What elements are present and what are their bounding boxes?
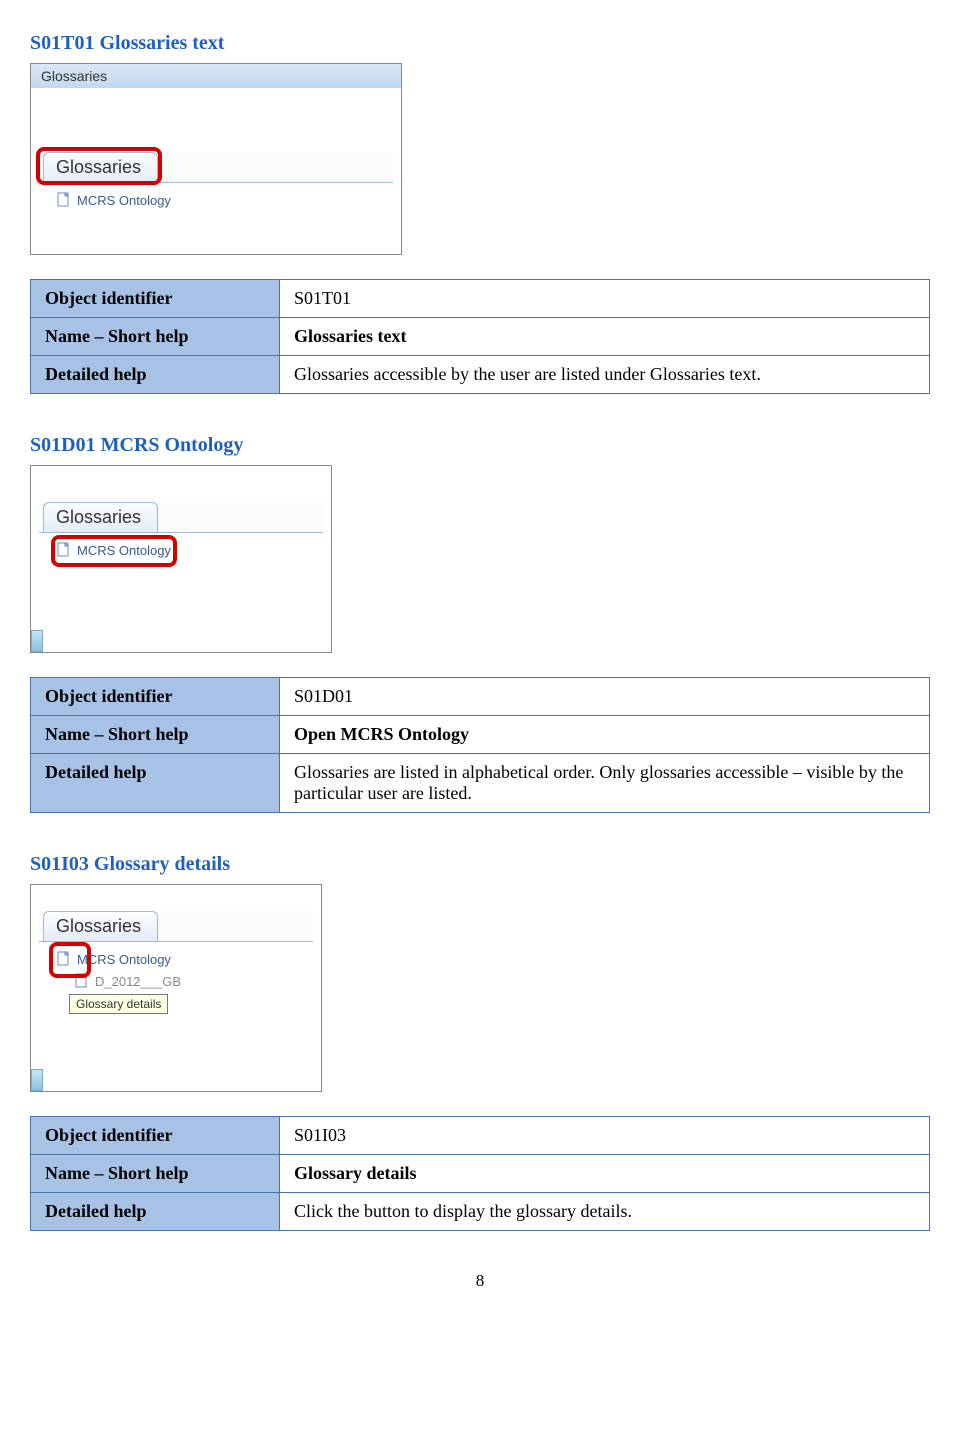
row-value: Open MCRS Ontology (280, 716, 930, 754)
info-table-1: Object identifier S01T01 Name – Short he… (30, 279, 930, 394)
tree-item-label: MCRS Ontology (77, 952, 171, 967)
page-number: 8 (30, 1271, 930, 1291)
row-label: Name – Short help (31, 1155, 280, 1193)
screenshot-3: Glossaries MCRS Ontology D_2012___GB Glo… (30, 884, 322, 1092)
tree-item[interactable]: MCRS Ontology (57, 948, 313, 970)
page-icon (57, 192, 71, 208)
info-table-2: Object identifier S01D01 Name – Short he… (30, 677, 930, 813)
screenshot-2: Glossaries MCRS Ontology (30, 465, 332, 653)
row-label: Object identifier (31, 280, 280, 318)
row-label: Detailed help (31, 356, 280, 394)
tab-label: Glossaries (56, 507, 141, 528)
row-label: Detailed help (31, 754, 280, 813)
screenshot-1: Glossaries Glossaries MCRS Ontology (30, 63, 402, 255)
info-table-3: Object identifier S01I03 Name – Short he… (30, 1116, 930, 1231)
row-label: Name – Short help (31, 318, 280, 356)
row-value: Glossaries accessible by the user are li… (280, 356, 930, 394)
glossaries-tab[interactable]: Glossaries (43, 152, 158, 182)
section-heading-3: S01I03 Glossary details (30, 853, 930, 876)
window-titlebar: Glossaries (31, 64, 401, 88)
tree-item-label: MCRS Ontology (77, 543, 171, 558)
row-value: S01I03 (280, 1117, 930, 1155)
section-heading-2: S01D01 MCRS Ontology (30, 434, 930, 457)
left-accent-bar (31, 630, 43, 652)
tree-item[interactable]: MCRS Ontology (57, 189, 393, 211)
tooltip: Glossary details (69, 994, 168, 1014)
section-heading-1: S01T01 Glossaries text (30, 32, 930, 55)
row-value: Glossaries text (280, 318, 930, 356)
row-value: S01D01 (280, 678, 930, 716)
tab-label: Glossaries (56, 916, 141, 937)
row-value: Glossaries are listed in alphabetical or… (280, 754, 930, 813)
tree-item-sub[interactable]: D_2012___GB (75, 970, 313, 992)
row-label: Name – Short help (31, 716, 280, 754)
row-value: Click the button to display the glossary… (280, 1193, 930, 1231)
page-icon (57, 542, 71, 558)
left-accent-bar (31, 1069, 43, 1091)
tree-item-label: MCRS Ontology (77, 193, 171, 208)
glossaries-tab[interactable]: Glossaries (43, 911, 158, 941)
page-icon (75, 973, 89, 989)
page-icon (57, 951, 71, 967)
row-label: Object identifier (31, 678, 280, 716)
tab-label: Glossaries (56, 157, 141, 178)
row-value: S01T01 (280, 280, 930, 318)
row-value: Glossary details (280, 1155, 930, 1193)
row-label: Object identifier (31, 1117, 280, 1155)
tree-item-label: D_2012___GB (95, 974, 181, 989)
tree-item[interactable]: MCRS Ontology (57, 539, 323, 561)
glossaries-tab[interactable]: Glossaries (43, 502, 158, 532)
row-label: Detailed help (31, 1193, 280, 1231)
